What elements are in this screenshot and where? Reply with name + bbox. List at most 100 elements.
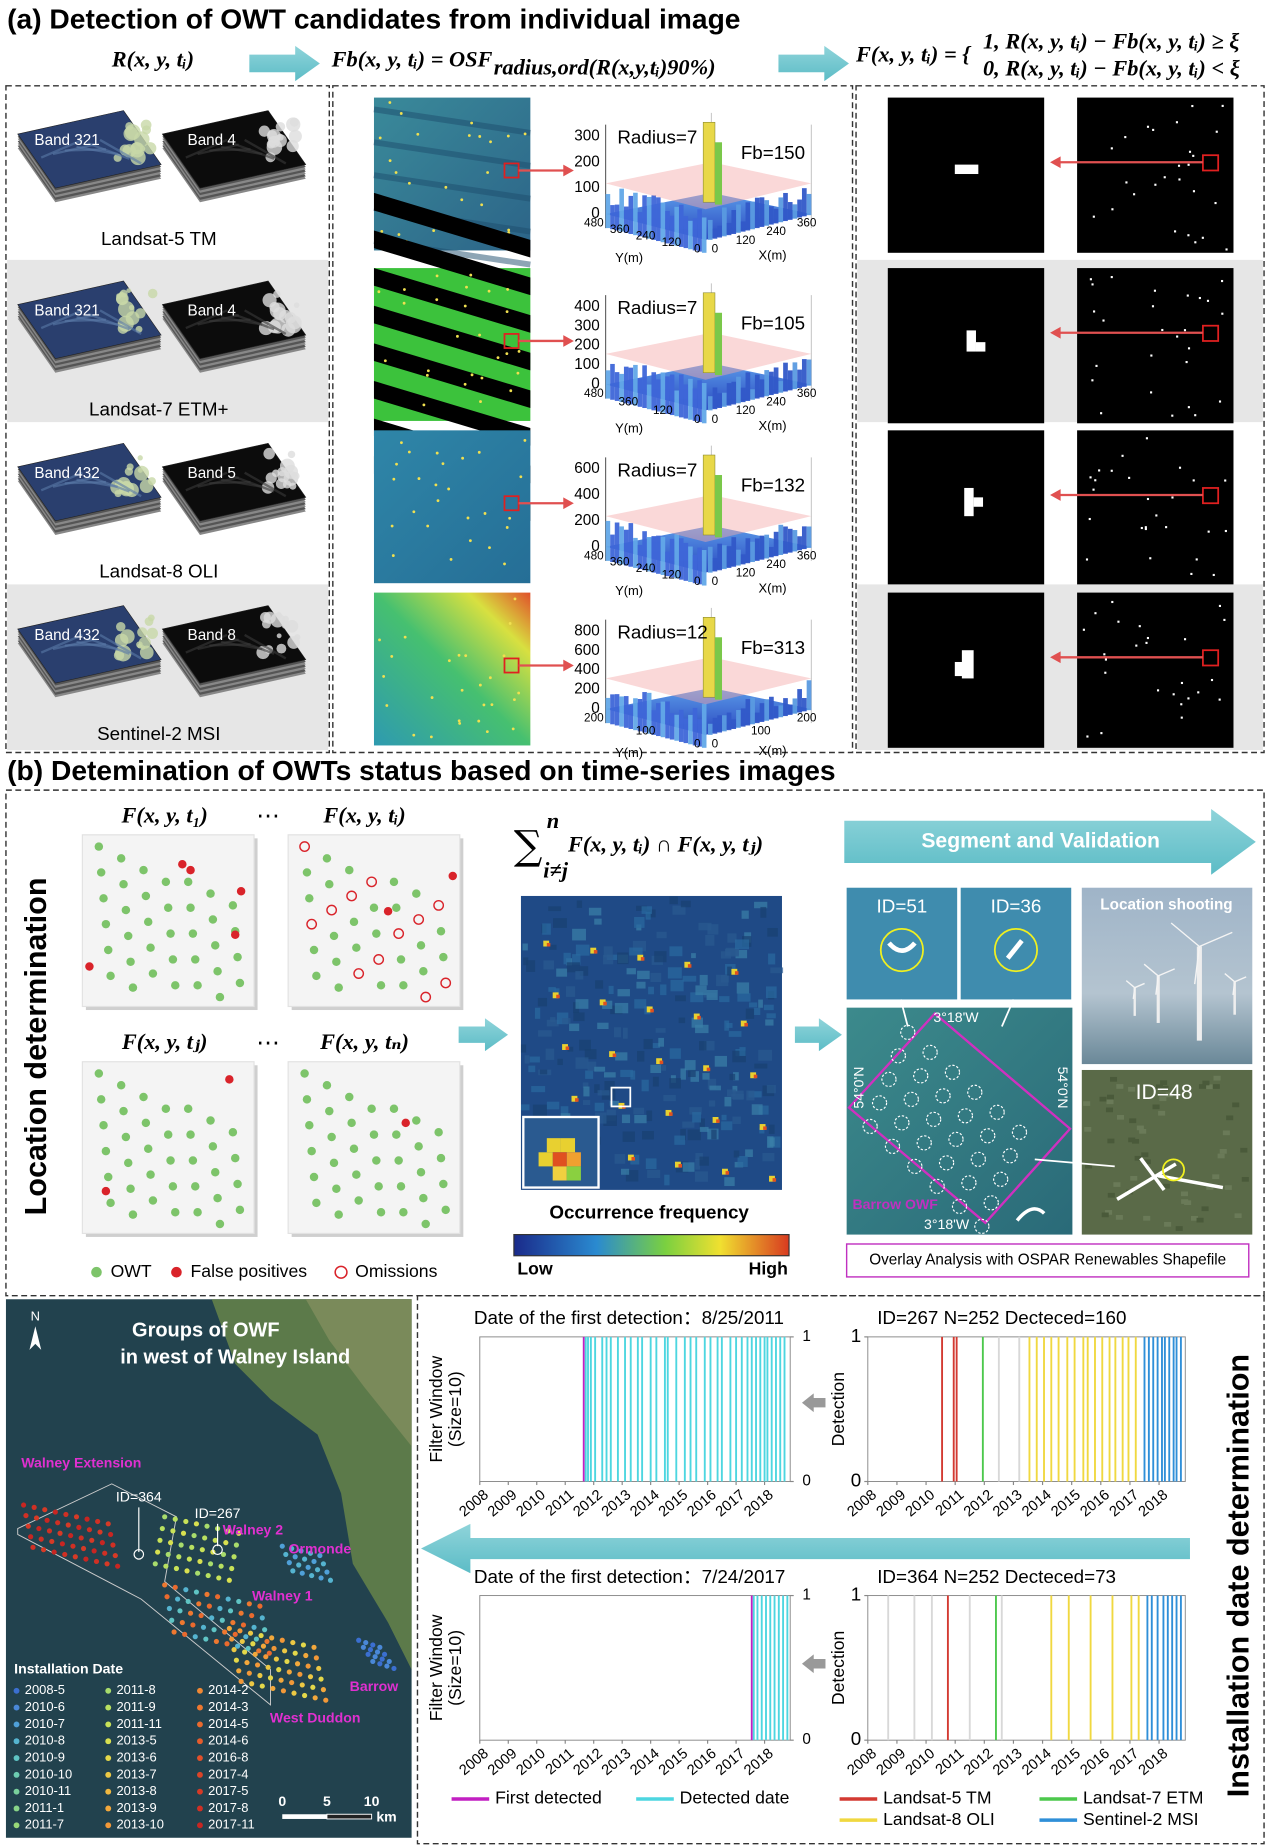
x-tick-label: 2014: [627, 1746, 662, 1779]
sum-expression: F(x, y, tᵢ) ∩ F(x, y, tⱼ): [567, 832, 763, 857]
x-tick-label: 2017: [1107, 1746, 1142, 1779]
turbine-dot: [290, 1568, 296, 1574]
aerial-texture: [1201, 1206, 1209, 1212]
turbine-dot: [309, 1572, 315, 1579]
turbine-dot: [204, 1523, 210, 1529]
turbine-dot: [178, 1542, 184, 1548]
owt-point: [146, 1170, 155, 1179]
owt-point: [325, 879, 334, 889]
turbine-dot: [182, 1631, 188, 1637]
histogram-bar: [726, 546, 732, 568]
owt-point: [372, 1156, 381, 1165]
turbine-dot: [83, 1556, 89, 1562]
frequency-noise: [641, 906, 652, 914]
detected-pixel: [1221, 312, 1224, 315]
x-tick-label: 360: [797, 217, 817, 230]
frequency-noise: [622, 1027, 628, 1039]
histogram-bar: [605, 520, 611, 561]
histogram-bar: [637, 212, 643, 237]
histogram-bar: [656, 703, 661, 737]
histogram-bar: [628, 195, 634, 234]
turbine-dot: [250, 1641, 256, 1647]
owt-point: [163, 903, 173, 912]
bright-pixel: [519, 475, 523, 479]
aerial-texture: [1198, 1084, 1207, 1089]
frequency-noise: [727, 933, 737, 943]
detected-pixel: [1190, 572, 1193, 575]
frequency-noise: [706, 989, 718, 1001]
turbine-dot: [259, 1683, 265, 1689]
bright-pixel: [490, 703, 494, 707]
detected-pixel: [1110, 276, 1113, 279]
bright-pixel: [507, 228, 511, 232]
detected-pixel: [1218, 400, 1222, 403]
histogram-bar: [769, 546, 774, 558]
frequency-noise: [620, 1168, 630, 1175]
frequency-hotspot: [640, 957, 645, 961]
frequency-noise: [753, 1007, 761, 1015]
sensor-name: Sentinel-2 MSI: [97, 723, 220, 744]
bright-pixel: [382, 675, 386, 678]
owt-point: [183, 1104, 193, 1114]
histogram-bar: [651, 710, 657, 735]
detected-pixel: [1176, 335, 1179, 338]
detected-pixel: [1146, 497, 1150, 501]
legend-label: 2014-2: [208, 1682, 248, 1697]
turbine-location: [916, 1135, 932, 1151]
histogram-bar: [642, 692, 647, 733]
candidate-blob: [975, 342, 986, 352]
frequency-noise: [548, 987, 556, 992]
pointer-head: [1050, 489, 1061, 501]
cloud: [129, 142, 145, 158]
histogram-bar: [759, 197, 765, 227]
detected-pixel: [1104, 658, 1107, 661]
turbine-dot: [290, 1640, 296, 1646]
turbine-dot: [33, 1515, 40, 1521]
frequency-noise: [625, 1170, 639, 1182]
detected-pixel: [1185, 360, 1188, 364]
bright-pixel: [488, 676, 492, 680]
owt-point: [412, 889, 421, 898]
aerial-texture: [1212, 1084, 1220, 1089]
frequency-noise: [758, 1049, 773, 1061]
detected-pixel: [1178, 178, 1181, 181]
frequency-noise: [737, 993, 751, 1002]
bright-pixel: [397, 233, 401, 236]
legend-label: First detected: [495, 1788, 602, 1808]
frequency-noise: [737, 1155, 748, 1167]
frequency-noise: [560, 1106, 569, 1115]
grid-label: 54°0'N: [850, 1067, 866, 1109]
aerial-texture: [1116, 1114, 1125, 1120]
frequency-hotspot: [565, 1046, 570, 1050]
frequency-hotspot: [703, 1065, 710, 1072]
aerial-texture: [1101, 1212, 1109, 1218]
frequency-noise: [646, 1110, 653, 1122]
owt-point: [332, 957, 341, 967]
texture: [87, 637, 130, 655]
owt-point: [148, 969, 158, 978]
bright-pixel: [458, 721, 462, 725]
zoom-box: [610, 1086, 632, 1108]
x-tick-label: 0: [712, 413, 719, 426]
bright-pixel: [390, 654, 394, 658]
detected-pixel: [1180, 703, 1183, 706]
location-photo: [1081, 887, 1253, 1065]
axis-title: Y(m): [615, 583, 643, 598]
cloud: [285, 619, 299, 633]
frequency-noise: [594, 1066, 606, 1072]
turbine-dot: [284, 1658, 290, 1664]
owt-point: [396, 1182, 406, 1191]
turbine-dot: [68, 1533, 74, 1539]
legend-marker: [197, 1704, 203, 1711]
frequency-noise: [575, 999, 589, 1009]
flow-arrow: [249, 45, 320, 82]
zoom-pixel: [560, 1138, 576, 1153]
y-tick-label: 360: [619, 396, 639, 409]
gap-stripe: [373, 192, 531, 258]
histogram-bar: [783, 698, 788, 717]
frequency-noise: [667, 967, 682, 979]
turbine-dot: [291, 1690, 297, 1696]
peak-bar: [702, 454, 716, 536]
owt-point: [119, 879, 128, 889]
owt-point: [166, 1156, 175, 1165]
